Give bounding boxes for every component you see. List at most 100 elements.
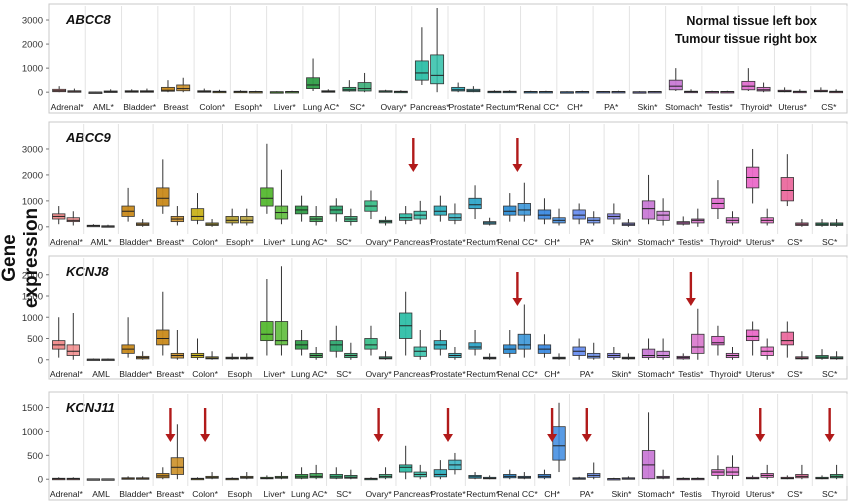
category-label: Uterus* xyxy=(778,102,807,112)
category-label: Adrenal* xyxy=(50,237,84,247)
box xyxy=(414,60,429,81)
category-label: Uterus* xyxy=(746,369,775,379)
highlight-arrow-head xyxy=(165,434,176,442)
category-label: CS* xyxy=(787,369,803,379)
category-label: Prostate* xyxy=(430,369,466,379)
highlight-arrow-head xyxy=(824,434,835,442)
box xyxy=(260,321,274,342)
highlight-arrow-head xyxy=(512,164,523,172)
category-label: Thyroid* xyxy=(710,237,743,247)
box xyxy=(587,352,601,359)
y-tick-label: 0 xyxy=(38,355,43,366)
category-label: Stomach* xyxy=(665,102,703,112)
category-label: Rectum* xyxy=(466,237,500,247)
box xyxy=(641,200,656,220)
y-tick-label: 2000 xyxy=(22,270,43,281)
box xyxy=(656,350,670,359)
category-label: Renal CC* xyxy=(497,237,538,247)
category-label: CH* xyxy=(567,102,583,112)
legend-tumour-note: Tumour tissue right box xyxy=(674,32,817,46)
y-tick-label: 1500 xyxy=(22,292,43,303)
box xyxy=(468,197,482,210)
category-label: Esoph xyxy=(228,369,253,379)
category-label: Stomach* xyxy=(638,489,676,499)
category-label: Adrenal* xyxy=(51,102,85,112)
category-label: PA* xyxy=(580,489,595,499)
category-label: Pancreas* xyxy=(393,237,433,247)
category-label: SC* xyxy=(350,102,366,112)
box xyxy=(240,216,254,224)
category-label: Testis* xyxy=(678,237,704,247)
box xyxy=(357,82,372,92)
highlight-arrow-head xyxy=(200,434,211,442)
category-label: Skin* xyxy=(637,102,658,112)
category-label: Prostate* xyxy=(430,237,466,247)
category-label: Ovary* xyxy=(380,102,407,112)
box xyxy=(745,329,760,342)
category-label: Stomach* xyxy=(638,237,676,247)
category-label: AML* xyxy=(93,102,115,112)
category-label: Bladder* xyxy=(119,489,153,499)
box xyxy=(309,473,323,479)
category-label: Bladder* xyxy=(119,369,153,379)
box xyxy=(780,177,794,202)
highlight-arrow-head xyxy=(373,434,384,442)
category-label: Lung AC* xyxy=(291,489,328,499)
category-label: Breast* xyxy=(156,489,185,499)
box xyxy=(711,335,725,346)
box xyxy=(190,208,205,221)
category-label: Prostate* xyxy=(448,102,484,112)
box xyxy=(517,333,531,350)
box xyxy=(433,205,448,216)
category-label: PA* xyxy=(580,369,595,379)
category-label: Lung AC* xyxy=(291,237,328,247)
box xyxy=(66,217,80,223)
category-label: Liver* xyxy=(264,489,287,499)
y-tick-label: 0 xyxy=(38,88,43,99)
highlight-arrow-head xyxy=(443,434,453,442)
category-label: Colon* xyxy=(192,237,218,247)
category-label: Liver* xyxy=(264,237,287,247)
category-label: Renal CC* xyxy=(497,489,538,499)
y-tick-label: 2000 xyxy=(22,170,43,181)
box xyxy=(306,77,320,89)
y-tick-label: 1000 xyxy=(22,313,43,324)
y-tick-label: 0 xyxy=(38,475,43,486)
panel-kcnj11: 0 500 1000 1500 KCNJ11 Adrenal* AML Bladder* Bre… xyxy=(22,391,848,501)
y-axis-title: Gene expression xyxy=(0,207,42,309)
category-label: CS* xyxy=(821,102,837,112)
box xyxy=(274,321,289,346)
category-label: CS* xyxy=(787,237,803,247)
gene-title: KCNJ8 xyxy=(66,264,109,279)
box xyxy=(572,209,586,220)
highlight-arrow-head xyxy=(581,434,592,442)
box xyxy=(451,86,466,92)
category-label: Breast xyxy=(164,102,189,112)
category-label: Pancreas* xyxy=(393,489,433,499)
panel-frame xyxy=(48,255,848,380)
box xyxy=(741,80,756,91)
category-label: CH* xyxy=(544,489,560,499)
category-label: Colon* xyxy=(192,489,218,499)
box xyxy=(503,205,517,216)
highlight-arrow-head xyxy=(512,298,523,306)
box xyxy=(342,86,357,92)
y-tick-label: 1000 xyxy=(22,64,43,75)
box xyxy=(156,187,170,207)
highlight-arrow-head xyxy=(408,164,419,172)
category-label: Stomach* xyxy=(638,369,676,379)
box xyxy=(260,187,274,207)
category-label: Uterus* xyxy=(746,237,775,247)
category-label: SC* xyxy=(822,369,838,379)
highlight-arrow-head xyxy=(547,434,558,442)
category-label: Adrenal* xyxy=(50,489,84,499)
category-label: Ovary* xyxy=(365,237,392,247)
box xyxy=(430,54,445,85)
box xyxy=(656,210,670,221)
box xyxy=(517,203,531,216)
category-label: Skin* xyxy=(611,489,632,499)
y-tick-label: 500 xyxy=(27,334,43,345)
category-label: AML xyxy=(92,369,110,379)
category-label: Skin* xyxy=(611,237,632,247)
category-label: CH* xyxy=(544,237,560,247)
